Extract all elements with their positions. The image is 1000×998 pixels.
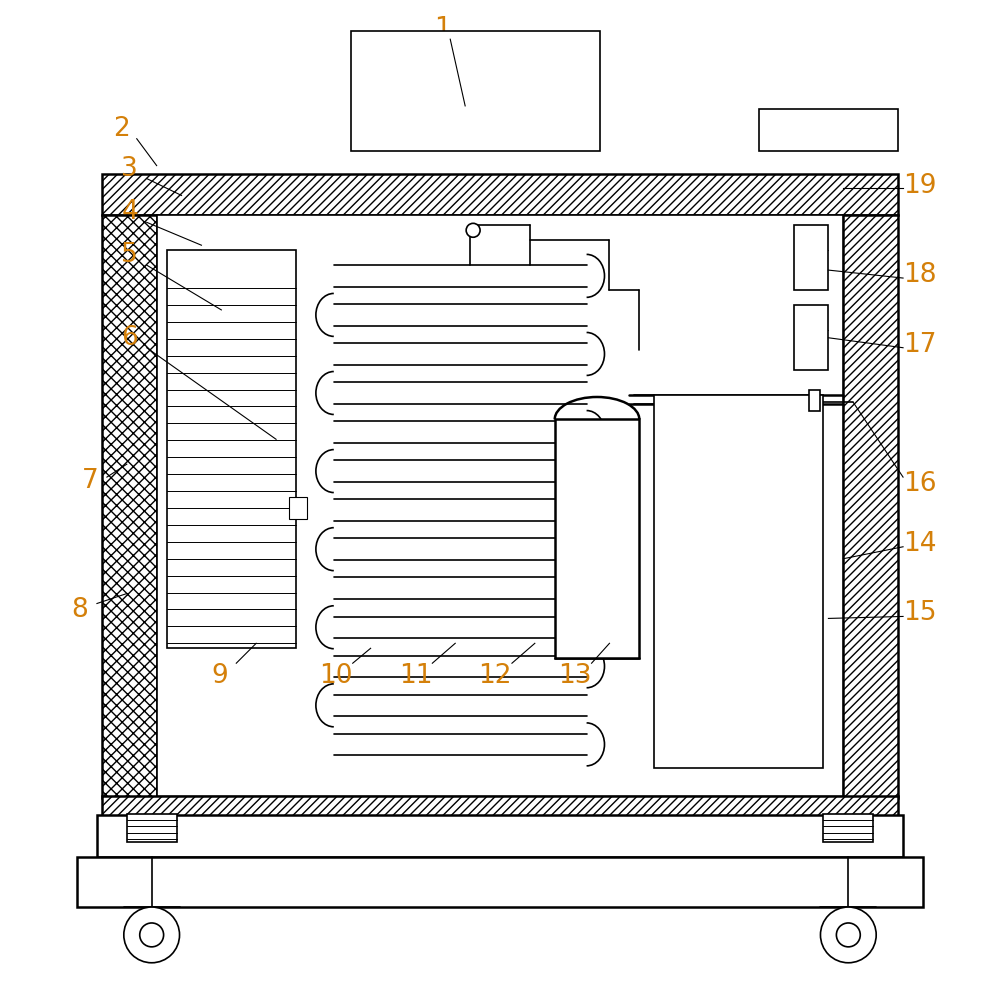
Text: 13: 13 (558, 663, 591, 690)
Bar (555, 419, 639, 659)
Text: 16: 16 (903, 471, 937, 497)
Text: 5: 5 (121, 243, 138, 268)
Bar (167, 250, 296, 649)
Text: 8: 8 (72, 598, 88, 624)
Circle shape (820, 907, 876, 963)
Text: 12: 12 (478, 663, 512, 690)
Circle shape (124, 907, 180, 963)
Text: 6: 6 (121, 324, 138, 350)
Text: 15: 15 (903, 601, 937, 627)
Bar (654, 394, 823, 767)
Bar (759, 109, 898, 151)
Circle shape (836, 923, 860, 947)
Text: 4: 4 (121, 200, 138, 226)
Circle shape (140, 923, 164, 947)
Text: 3: 3 (121, 156, 138, 182)
Bar (102, 174, 898, 216)
Text: 2: 2 (113, 116, 130, 142)
Text: 19: 19 (903, 173, 937, 199)
Bar (127, 814, 177, 842)
Bar (157, 216, 843, 795)
Bar (823, 814, 873, 842)
Bar (102, 216, 157, 797)
Text: 9: 9 (211, 663, 228, 690)
Bar (794, 305, 828, 369)
Text: 11: 11 (399, 663, 432, 690)
Bar (77, 857, 923, 907)
Text: 14: 14 (903, 531, 937, 557)
Text: 10: 10 (319, 663, 353, 690)
Bar (97, 815, 903, 857)
Circle shape (466, 224, 480, 238)
Bar (102, 795, 898, 817)
Bar (843, 216, 898, 797)
Text: 7: 7 (82, 468, 98, 494)
Text: 1: 1 (434, 16, 451, 42)
Text: 18: 18 (903, 262, 937, 288)
Bar (351, 31, 600, 151)
Bar (794, 226, 828, 290)
Bar (809, 389, 820, 411)
Bar (289, 497, 307, 519)
Text: 17: 17 (903, 331, 937, 357)
